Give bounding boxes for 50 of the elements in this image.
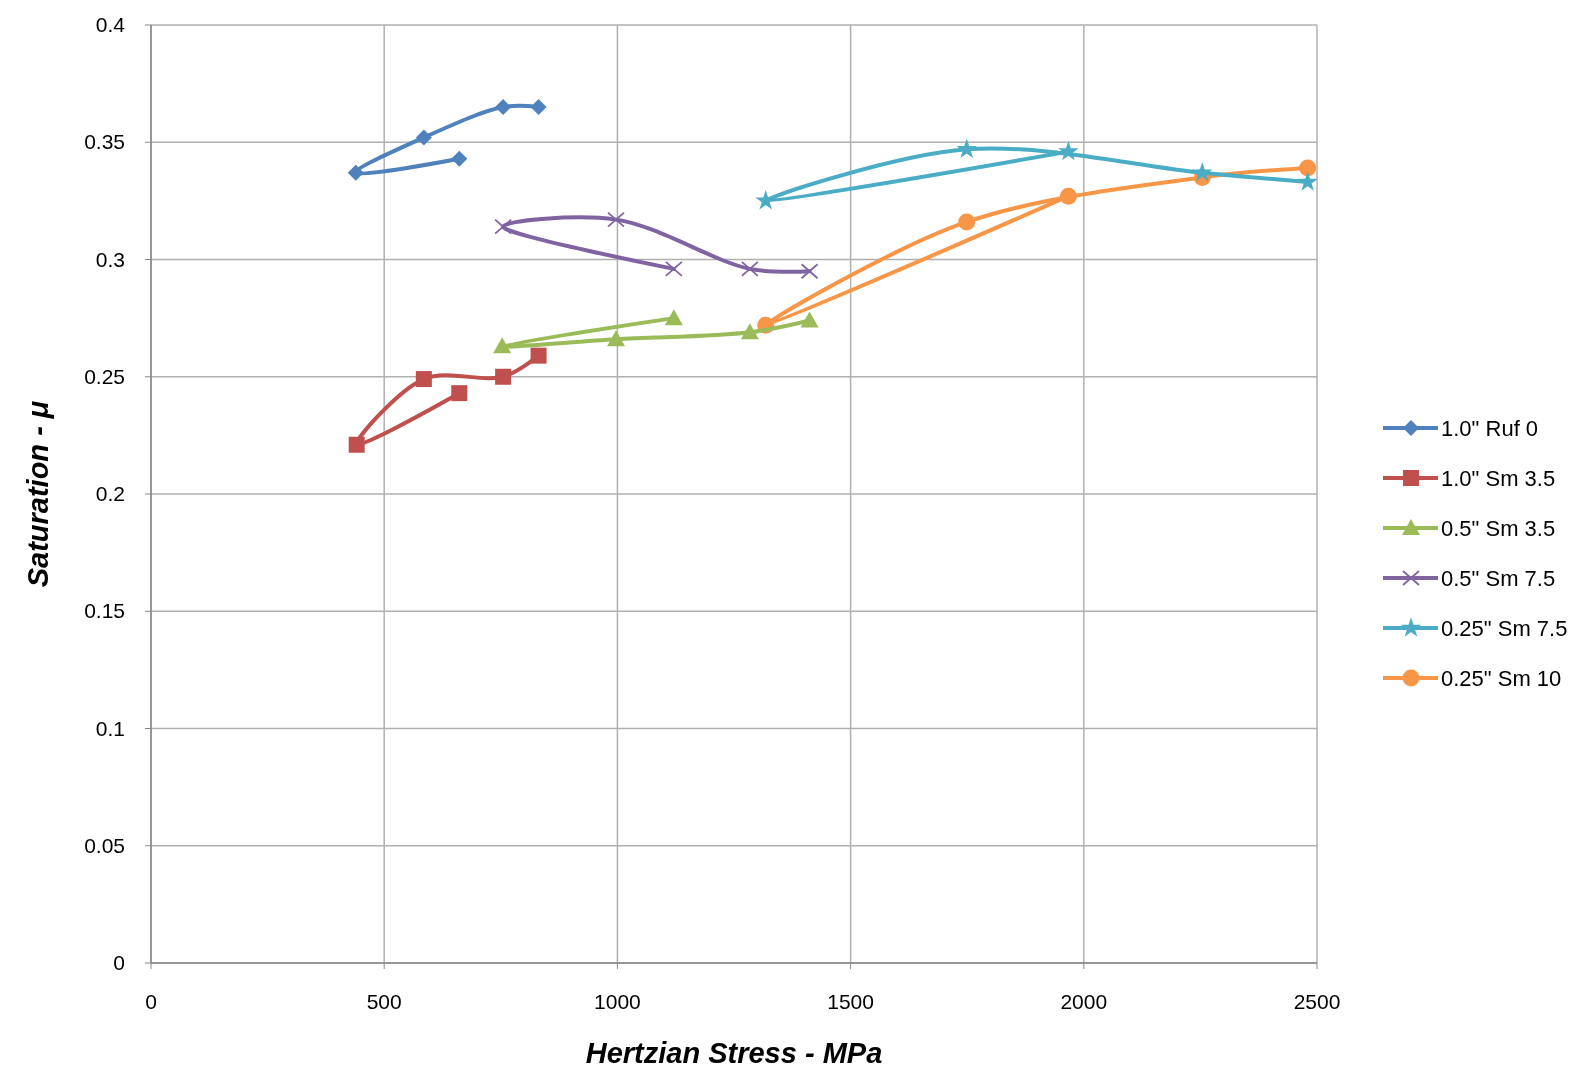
point: [493, 337, 512, 354]
y-tick-label: 0.05: [84, 833, 125, 857]
y-tick-label: 0.15: [84, 599, 125, 623]
x-axis-title: Hertzian Stress - MPa: [585, 1037, 883, 1069]
legend-label: 0.5" Sm 7.5: [1441, 566, 1556, 591]
point: [664, 260, 683, 277]
point: [451, 150, 468, 167]
x-tick-label: 1000: [594, 990, 641, 1013]
point: [1192, 161, 1213, 182]
legend-label: 0.25" Sm 7.5: [1441, 616, 1568, 641]
point: [607, 211, 625, 228]
y-tick-label: 0.4: [95, 13, 126, 36]
y-tick-label: 0.2: [95, 482, 125, 505]
point: [740, 323, 759, 340]
point: [495, 99, 512, 116]
point: [348, 436, 365, 453]
point: [1058, 140, 1079, 161]
point: [415, 371, 432, 388]
point: [494, 218, 513, 235]
y-tick-label: 0.35: [84, 130, 125, 154]
point: [530, 99, 547, 116]
x-tick-label: 0: [145, 990, 157, 1013]
y-axis-title: Saturation - μ: [22, 400, 54, 588]
x-tick-label: 2000: [1060, 990, 1108, 1013]
point: [1059, 187, 1077, 205]
y-tick-label: 0.25: [84, 364, 125, 388]
point: [800, 311, 819, 328]
y-tick-label: 0: [113, 951, 125, 974]
point: [740, 260, 759, 277]
x-tick-label: 2500: [1293, 990, 1341, 1013]
point: [958, 213, 976, 231]
point: [664, 309, 683, 326]
point: [607, 330, 625, 347]
legend-label: 0.5" Sm 3.5: [1441, 516, 1556, 541]
point: [1299, 159, 1317, 177]
legend-label: 1.0" Sm 3.5: [1441, 466, 1556, 491]
point: [800, 263, 819, 280]
y-tick-label: 0.1: [95, 716, 125, 740]
point: [530, 347, 547, 364]
point: [451, 385, 468, 402]
y-tick-label: 0.3: [95, 247, 125, 271]
x-tick-label: 500: [366, 990, 402, 1013]
point: [956, 138, 977, 158]
legend-label: 1.0" Ruf 0: [1441, 416, 1539, 441]
point: [1297, 171, 1318, 191]
point: [347, 164, 364, 181]
legend-label: 0.25" Sm 10: [1441, 666, 1562, 691]
x-tick-label: 1500: [827, 990, 874, 1013]
point: [415, 129, 432, 146]
point: [495, 368, 512, 385]
